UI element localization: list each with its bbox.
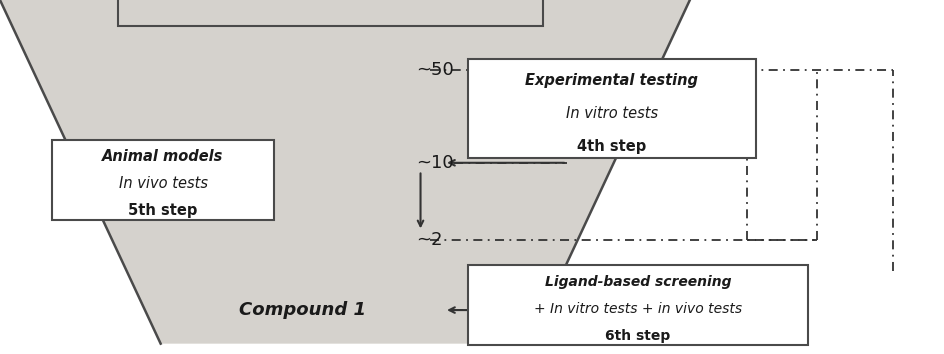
Bar (52, 139, 274, 219)
Text: ~10: ~10 (415, 154, 453, 172)
Polygon shape (0, 0, 689, 344)
Text: Animal models: Animal models (102, 149, 224, 164)
Text: Ligand-based screening: Ligand-based screening (544, 275, 731, 289)
Bar (467, 59, 755, 158)
Text: ~2: ~2 (415, 231, 442, 249)
Text: 6th step: 6th step (604, 329, 670, 343)
Text: 5th step: 5th step (128, 203, 197, 218)
Text: ~50: ~50 (415, 61, 453, 79)
Text: In vitro tests: In vitro tests (565, 106, 657, 121)
Bar (467, 265, 807, 345)
Text: + In vitro tests + in vivo tests: + In vitro tests + in vivo tests (533, 302, 741, 316)
Text: Compound 1: Compound 1 (239, 301, 365, 319)
Text: In vivo tests: In vivo tests (118, 176, 208, 191)
Text: Experimental testing: Experimental testing (525, 73, 698, 88)
Text: 4th step: 4th step (577, 139, 646, 154)
Bar (118, 0, 543, 26)
